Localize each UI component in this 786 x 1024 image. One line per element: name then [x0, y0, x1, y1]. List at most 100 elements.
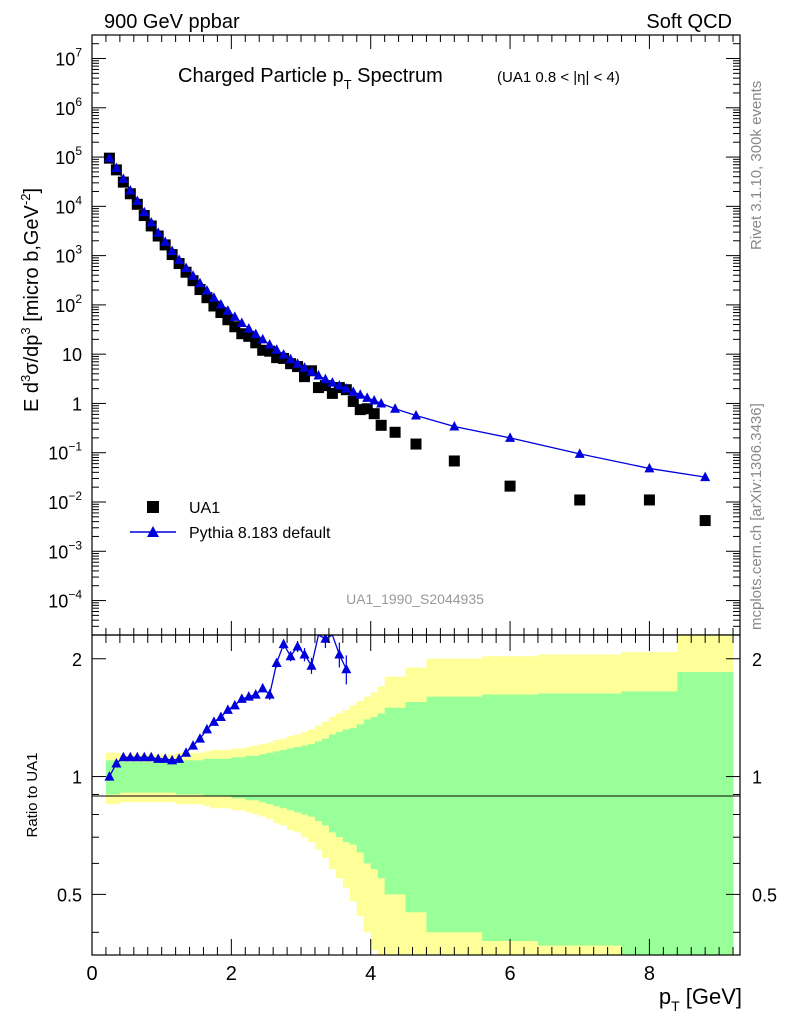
- inner-band-bin: [328, 734, 337, 833]
- ratio-point: [250, 689, 261, 699]
- ratio-point: [285, 650, 296, 661]
- pythia-point: [111, 162, 122, 172]
- pythia-point: [208, 292, 219, 302]
- pythia-point: [355, 389, 366, 399]
- ratio-point: [174, 753, 185, 763]
- ratio-point: [264, 689, 275, 699]
- ua1-point: [699, 515, 711, 527]
- pythia-point: [505, 432, 516, 442]
- pythia-point: [118, 173, 129, 183]
- pythia-point: [160, 236, 171, 246]
- ylabel-part: E d: [21, 382, 43, 412]
- ratio-point: [257, 682, 268, 693]
- ratio-bands: [105, 635, 734, 955]
- inner-band-bin: [321, 738, 330, 826]
- pythia-point: [146, 216, 157, 227]
- inner-band-bin: [112, 760, 121, 795]
- ratio-point: [334, 649, 345, 659]
- inner-band-bin: [259, 754, 267, 803]
- main-ytick-label: 10−2: [48, 489, 82, 513]
- ua1-point: [264, 345, 276, 357]
- ratio-point: [125, 751, 136, 762]
- inner-band-bin: [119, 761, 128, 793]
- ua1-point: [229, 321, 241, 333]
- ua1-point: [504, 480, 516, 492]
- ua1-point: [222, 314, 234, 326]
- ratio-panel: 0 2 4 6 8 0.5 0.5 1 1 2 2 Ratio to UA1 pT [GeV]: [24, 634, 777, 1014]
- ylabel-sup: 3: [18, 375, 33, 382]
- ratio-series: [104, 635, 352, 781]
- inner-band-bin: [217, 758, 225, 797]
- ua1-point: [312, 382, 324, 394]
- pythia-point: [243, 323, 254, 333]
- main-title: Charged Particle pT Spectrum: [178, 65, 443, 92]
- inner-band-bin: [349, 728, 358, 845]
- pythia-point: [390, 403, 401, 413]
- legend-marker-ua1: [147, 501, 159, 513]
- inner-band-bin: [154, 761, 163, 793]
- inner-band-bin: [224, 758, 232, 797]
- pythia-point: [327, 377, 338, 387]
- legend-label-pythia: Pythia 8.183 default: [189, 525, 331, 542]
- ua1-point: [361, 403, 373, 415]
- inner-band-bin: [356, 724, 365, 853]
- ua1-point: [271, 352, 283, 364]
- ratio-point: [215, 711, 226, 721]
- inner-band-bin: [280, 749, 288, 809]
- rivet-label: Rivet 3.1.10, 300k events: [748, 81, 765, 250]
- main-title-text: Charged Particle p: [178, 65, 344, 87]
- pythia-point: [292, 358, 303, 368]
- main-ytick-label: 1: [72, 394, 82, 414]
- ua1-point: [389, 426, 401, 438]
- main-ytick-label: 10−4: [48, 588, 82, 612]
- ua1-point: [375, 419, 387, 431]
- main-ytick-label: 10−1: [48, 440, 82, 464]
- inner-band-bin: [287, 748, 295, 811]
- ratio-ytick-label: 1: [72, 768, 82, 788]
- pythia-point: [700, 471, 711, 482]
- pythia-point: [285, 353, 296, 364]
- legend-marker-pythia: [147, 526, 159, 537]
- main-title-tail: Spectrum: [352, 65, 443, 87]
- ratio-xtick-label: 8: [644, 963, 655, 985]
- main-ytick-label: 103: [55, 243, 82, 267]
- inner-band-bin: [384, 707, 407, 895]
- ua1-point: [250, 337, 262, 349]
- main-frame: [91, 34, 741, 636]
- inner-band-bin: [238, 757, 246, 799]
- ratio-point: [153, 753, 164, 763]
- ratio-ytick-label: 2: [72, 650, 82, 670]
- ratio-xtick-label: 0: [86, 963, 97, 985]
- pythia-point: [174, 254, 185, 264]
- ratio-xlabel: pT [GeV]: [659, 984, 742, 1014]
- watermark: UA1_1990_S2044935: [346, 591, 484, 607]
- inner-band-bin: [405, 702, 427, 913]
- pythia-point: [306, 366, 317, 376]
- inner-band-bin: [189, 760, 198, 795]
- ua1-point: [194, 284, 206, 296]
- ratio-point: [201, 723, 212, 734]
- main-ytick-label: 10−3: [48, 538, 82, 562]
- ratio-ytick-label: 0.5: [57, 885, 82, 905]
- pythia-point: [376, 397, 387, 408]
- xlabel-tail: [GeV]: [680, 984, 742, 1009]
- ratio-point: [195, 733, 205, 743]
- ratio-point: [271, 657, 282, 668]
- pythia-point: [195, 277, 205, 288]
- ratio-point: [306, 660, 317, 670]
- ratio-point: [118, 751, 129, 762]
- ua1-point: [347, 395, 359, 407]
- ratio-point: [188, 740, 199, 750]
- ratio-ytick-label-right: 1: [752, 768, 762, 788]
- pythia-point: [411, 409, 421, 420]
- ua1-point: [354, 404, 366, 416]
- main-title-sub: T: [344, 77, 352, 92]
- header-right: Soft QCD: [646, 11, 732, 33]
- main-ytick-label: 106: [55, 95, 82, 119]
- legend: UA1 Pythia 8.183 default: [130, 500, 331, 542]
- ratio-point: [292, 640, 303, 651]
- ratio-point: [299, 649, 310, 659]
- pythia-point: [132, 195, 143, 206]
